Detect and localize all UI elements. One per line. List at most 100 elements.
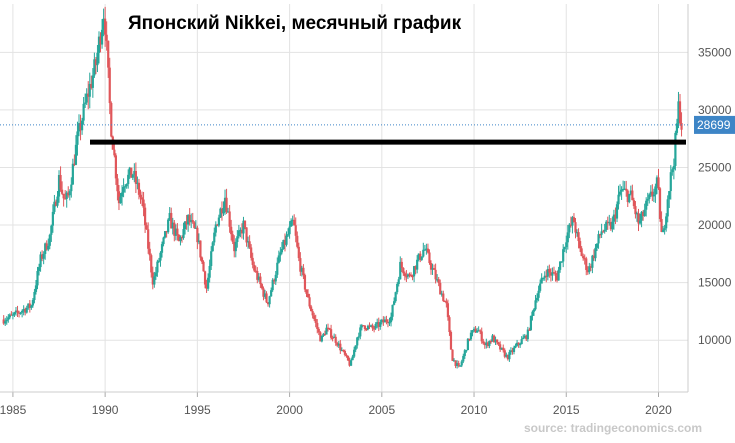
candle-body <box>448 317 451 333</box>
candle-body <box>170 212 173 229</box>
candle-body <box>259 276 262 285</box>
candle-body <box>270 290 273 297</box>
candle-body <box>177 234 181 242</box>
candle-body <box>203 271 207 285</box>
candle-body <box>526 329 529 340</box>
candle-body <box>168 212 171 220</box>
x-tick-label: 2020 <box>645 403 672 417</box>
candle-body <box>480 331 483 342</box>
candle-body <box>648 194 651 200</box>
candle-body <box>535 297 539 301</box>
candle-body <box>539 283 542 291</box>
candle-body <box>84 102 87 104</box>
candle-body <box>253 264 256 271</box>
candle-body <box>208 265 211 278</box>
candle-body <box>540 277 543 284</box>
candle-body <box>33 291 36 301</box>
candle-body <box>162 237 165 245</box>
candle-body <box>534 300 537 310</box>
candle-body <box>51 211 54 226</box>
x-tick-label: 1995 <box>184 403 211 417</box>
candle-body <box>21 310 24 313</box>
candle-body <box>205 284 208 289</box>
candle-body <box>42 253 45 259</box>
candle-body <box>19 312 22 314</box>
candle-body <box>223 197 227 209</box>
y-tick-label: 35000 <box>698 45 732 59</box>
candle-body <box>368 325 371 327</box>
candle-body <box>528 329 531 331</box>
candle-body <box>225 197 228 213</box>
candle-body <box>663 228 666 230</box>
candle-body <box>563 247 566 250</box>
candle-body <box>637 213 640 224</box>
candle-body <box>147 229 150 249</box>
candle-body <box>666 199 669 217</box>
candle-body <box>520 339 523 345</box>
y-axis-labels: 10000 15000 20000 25000 30000 35000 <box>698 45 732 347</box>
candle-body <box>668 191 671 200</box>
candle-body <box>400 261 403 268</box>
candle-body <box>626 190 629 203</box>
candle-body <box>634 206 637 215</box>
candle-body <box>612 214 616 222</box>
candle-body <box>80 120 84 131</box>
candle-body <box>59 175 62 190</box>
candle-body <box>91 75 94 88</box>
candle-body <box>271 279 274 291</box>
candle-body <box>654 186 657 195</box>
candle-body <box>197 240 200 243</box>
candle-body <box>603 229 606 232</box>
candle-body <box>290 220 293 227</box>
candle-body <box>388 322 391 324</box>
candle-body <box>124 186 127 188</box>
candle-body <box>408 274 411 276</box>
candle-body <box>263 293 267 297</box>
candle-body <box>454 360 457 366</box>
candle-body <box>34 285 38 292</box>
candle-body <box>414 266 417 270</box>
candle-body <box>494 339 497 343</box>
candle-body <box>677 101 680 124</box>
candle-body <box>385 319 388 322</box>
candle-body <box>426 248 430 253</box>
candle-body <box>391 304 394 317</box>
candle-body <box>432 268 436 270</box>
candle-body <box>542 277 545 279</box>
candle-body <box>230 226 233 235</box>
candle-body <box>240 229 244 234</box>
candle-body <box>187 214 190 225</box>
candle-body <box>90 83 93 88</box>
candle-body <box>459 365 462 367</box>
candle-body <box>546 269 549 277</box>
candle-body <box>642 211 645 217</box>
candle-body <box>4 321 7 324</box>
candle-body <box>468 338 471 341</box>
candle-body <box>328 328 331 330</box>
candle-body <box>196 227 199 243</box>
candle-body <box>183 221 187 230</box>
candle-body <box>176 228 179 235</box>
candle-body <box>217 217 220 226</box>
candle-body <box>193 222 196 228</box>
candle-body <box>436 279 439 281</box>
candle-body <box>191 219 194 223</box>
candle-body <box>406 274 410 277</box>
candle-body <box>503 350 506 357</box>
candle-body <box>5 319 8 322</box>
candle-body <box>486 342 489 346</box>
candle-body <box>76 131 79 145</box>
candle-body <box>456 363 459 366</box>
candle-body <box>248 241 251 248</box>
candle-body <box>303 275 307 290</box>
candle-body <box>443 300 446 303</box>
candle-body <box>416 259 419 270</box>
candle-body <box>445 301 448 304</box>
candle-body <box>508 352 511 360</box>
candle-body <box>365 328 368 331</box>
candle-body <box>41 254 44 259</box>
candle-body <box>369 325 373 327</box>
candle-body <box>266 302 270 305</box>
candle-body <box>349 360 353 366</box>
candle-body <box>77 123 81 132</box>
